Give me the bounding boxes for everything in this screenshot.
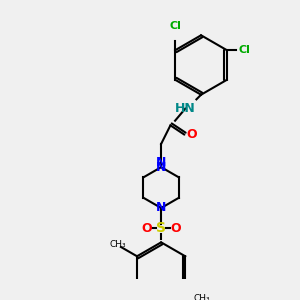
Text: CH₃: CH₃ — [193, 295, 210, 300]
Text: O: O — [187, 128, 197, 141]
Text: CH₃: CH₃ — [110, 240, 127, 249]
Text: N: N — [156, 202, 166, 214]
Text: O: O — [141, 222, 152, 235]
Text: Cl: Cl — [169, 21, 181, 31]
Text: O: O — [171, 222, 181, 235]
Text: N: N — [156, 156, 166, 169]
Text: HN: HN — [175, 102, 196, 115]
Text: S: S — [156, 221, 166, 236]
Text: Cl: Cl — [239, 45, 251, 55]
Text: N: N — [156, 160, 166, 174]
